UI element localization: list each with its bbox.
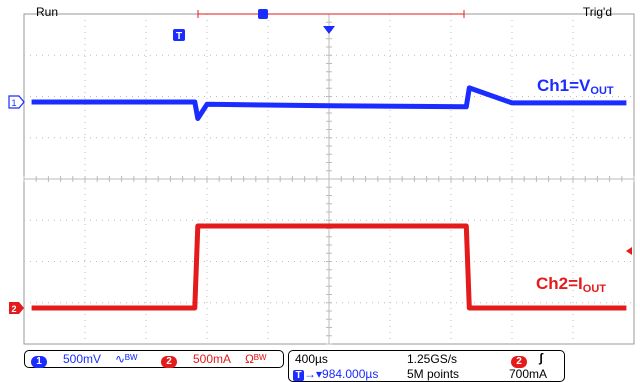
status-bar: Run Trig'd [0, 0, 640, 22]
svg-text:T: T [176, 31, 182, 42]
record-length: 5M points [407, 367, 460, 381]
trigger-level[interactable]: 700mA [509, 367, 548, 381]
ch2-waveform [31, 223, 627, 311]
ch1-coupling: ∿ᴮᵂ [115, 352, 138, 366]
ch1-badge[interactable]: 1 [31, 353, 47, 368]
trigger-level-marker [626, 247, 632, 255]
trigger-position-icon[interactable]: T [173, 29, 185, 42]
trigger-status: Trig'd [582, 5, 612, 19]
ch1-scale[interactable]: 500mV [63, 352, 102, 366]
ch2-annotation: Ch2=IOUT [536, 274, 607, 295]
ch1-waveform [31, 85, 627, 121]
center-trigger-marker [323, 26, 335, 34]
ch1-annotation: Ch1=VOUT [537, 76, 614, 97]
readout-bar: 1 500mV ∿ᴮᵂ 2 500mA Ωᴮᵂ 400µs 1.25GS/s 2… [24, 349, 640, 382]
timebase-panel: 400µs 1.25GS/s 2 ʃ T →▾984.000µs 5M point… [288, 350, 565, 382]
ch2-badge[interactable]: 2 [161, 353, 177, 368]
trigger-slope-icon: ʃ [539, 351, 543, 365]
ch1-ground-marker[interactable]: 1 [8, 95, 25, 109]
ch2-scale[interactable]: 500mA [193, 352, 232, 366]
sample-rate: 1.25GS/s [407, 352, 458, 366]
grid [23, 13, 635, 345]
channel-readout-panel: 1 500mV ∿ᴮᵂ 2 500mA Ωᴮᵂ [24, 350, 284, 368]
run-status: Run [36, 5, 59, 19]
ch2-coupling: Ωᴮᵂ [245, 352, 267, 366]
trigger-t-icon: T [293, 370, 304, 381]
svg-text:1: 1 [11, 98, 16, 108]
trigger-source-badge[interactable]: 2 [511, 353, 527, 368]
ch2-ground-marker[interactable]: 2 [9, 302, 24, 314]
trigger-position-readout[interactable]: T →▾984.000µs [293, 367, 378, 381]
svg-text:2: 2 [11, 304, 16, 314]
time-per-div[interactable]: 400µs [295, 352, 328, 366]
trigger-bracket [197, 9, 465, 19]
